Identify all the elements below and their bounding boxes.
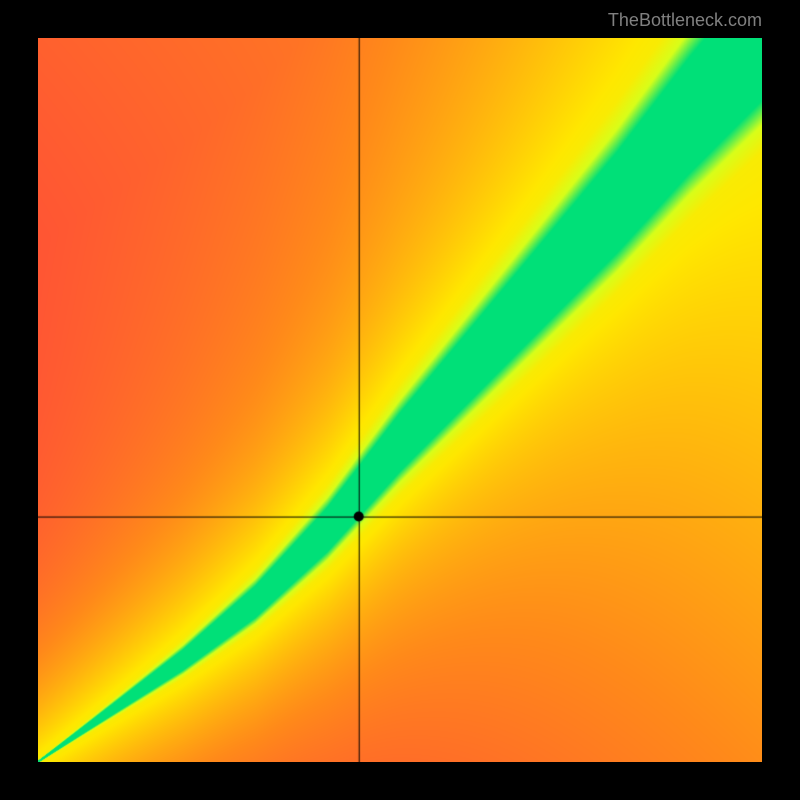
watermark-text: TheBottleneck.com — [608, 10, 762, 31]
bottleneck-heatmap-chart — [38, 38, 762, 762]
heatmap-canvas — [38, 38, 762, 762]
